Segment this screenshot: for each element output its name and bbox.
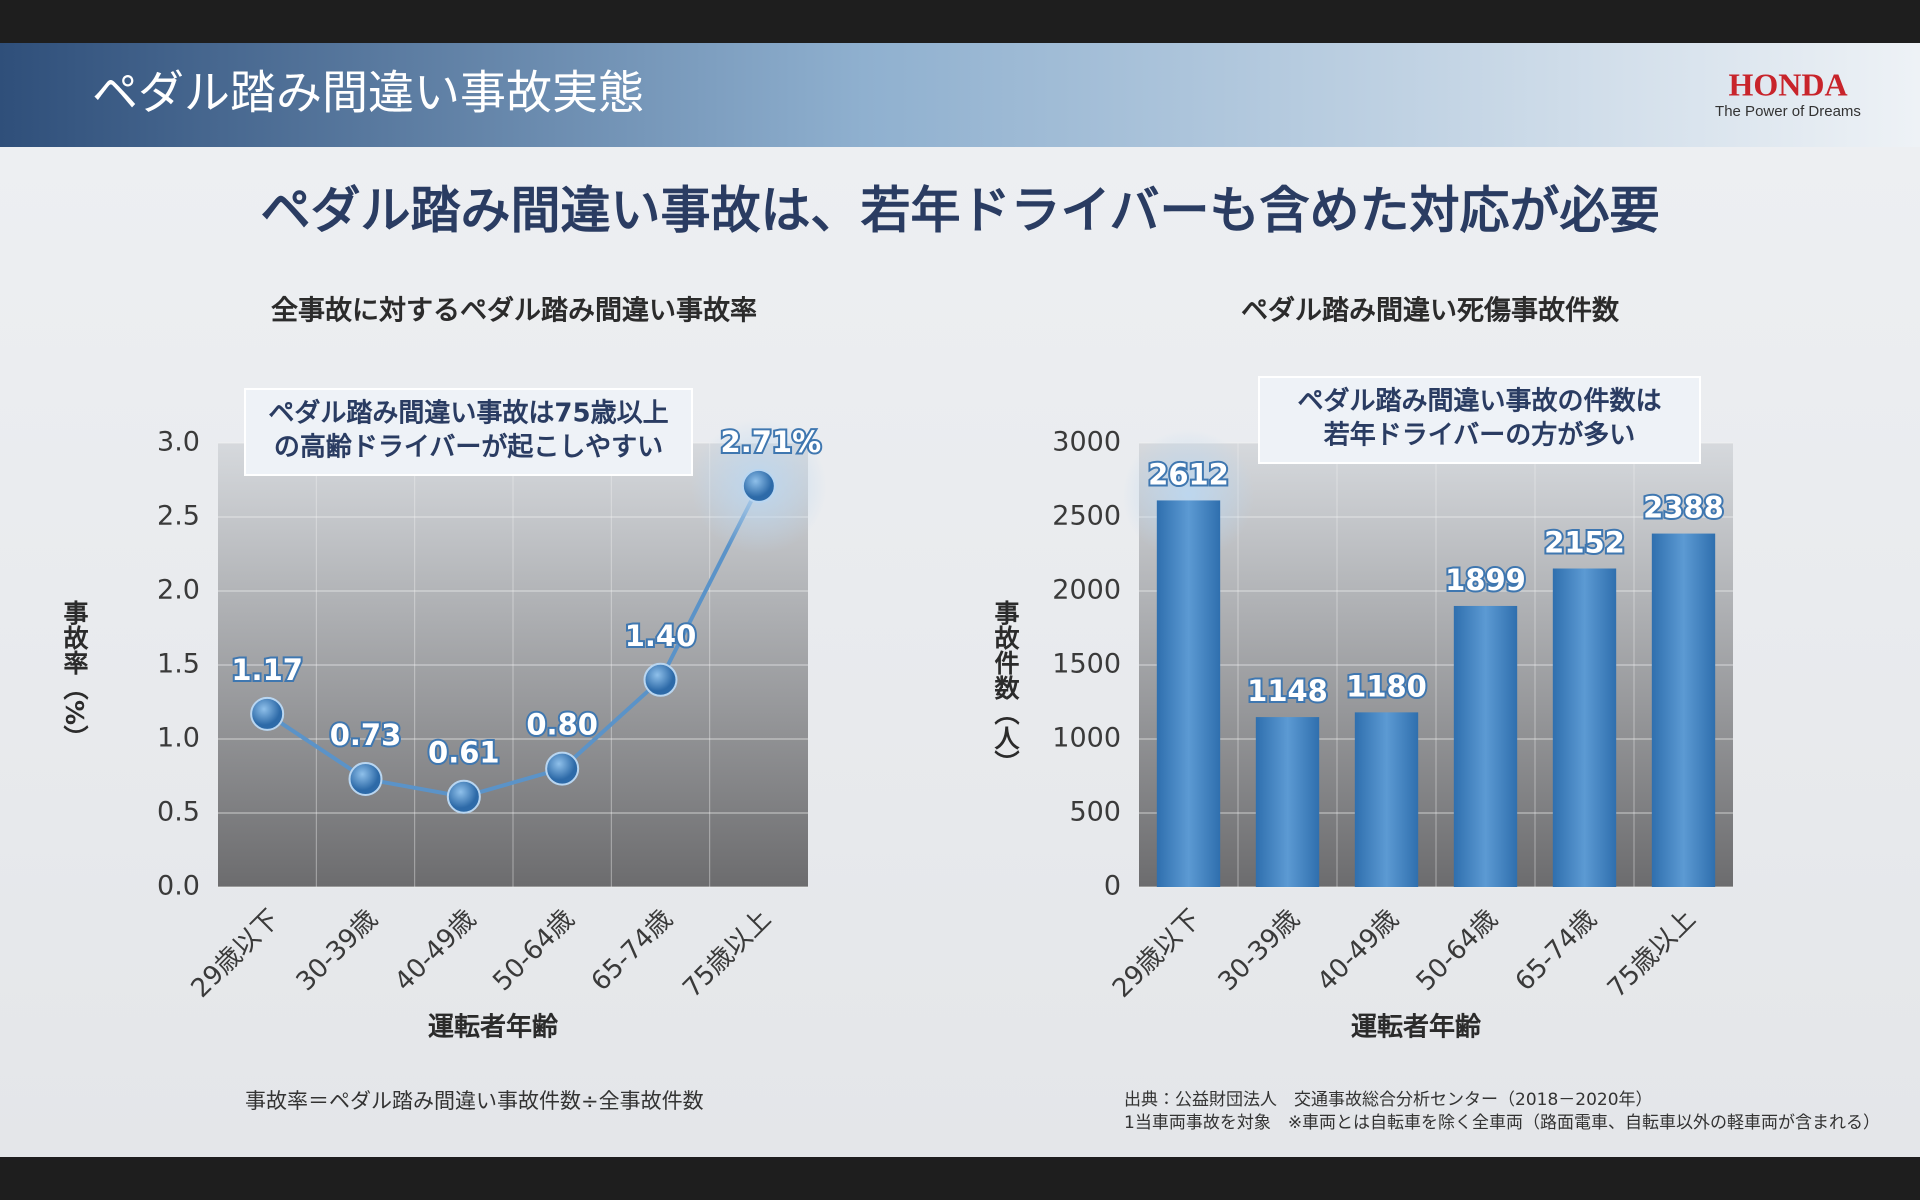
bar: [1156, 500, 1221, 887]
data-label: 1.40: [625, 619, 697, 653]
data-label: 2612: [1148, 457, 1229, 491]
y-tick-label: 1.5: [157, 649, 200, 680]
data-label: 1899: [1445, 563, 1526, 597]
y-tick-label: 3.0: [157, 427, 200, 458]
data-label: 2152: [1544, 526, 1625, 560]
chart-title: ペダル踏み間違い死傷事故件数: [1241, 295, 1619, 327]
source-note: 1当車両事故を対象 ※車両とは自転車を除く全車両（路面電車、自転車以外の軽車両が…: [1124, 1113, 1880, 1133]
y-tick-label: 1.0: [157, 723, 200, 754]
header-band: [0, 43, 1920, 147]
annotation-text: ペダル踏み間違い事故は75歳以上: [268, 398, 668, 429]
data-point: [446, 779, 481, 814]
y-axis-label: 事故率（%）: [60, 600, 89, 750]
bar: [1255, 717, 1320, 887]
annotation-box: [244, 388, 693, 476]
annotation-box: [1258, 376, 1701, 464]
data-label: 2.71%: [721, 425, 822, 459]
y-tick-label: 2.0: [157, 575, 200, 606]
bar: [1651, 533, 1716, 887]
y-tick-label: 0: [1104, 871, 1121, 902]
bar: [1354, 712, 1419, 887]
y-tick-label: 2.5: [157, 501, 200, 532]
y-axis-label: 事故件数（人）: [991, 600, 1021, 775]
data-point: [545, 751, 580, 786]
data-point: [643, 662, 678, 697]
y-tick-label: 1000: [1052, 723, 1121, 754]
annotation-text: 若年ドライバーの方が多い: [1324, 420, 1635, 451]
brand-logo: HONDA: [1728, 66, 1847, 102]
data-line: [266, 485, 761, 799]
data-point: [741, 468, 776, 503]
annotation-text: の高齢ドライバーが起こしやすい: [274, 432, 663, 463]
bar: [1453, 605, 1518, 887]
y-tick-label: 1500: [1052, 649, 1121, 680]
brand-tagline: The Power of Dreams: [1715, 103, 1861, 120]
data-label: 0.61: [428, 736, 500, 770]
data-label: 0.80: [526, 708, 598, 742]
x-axis-label: 運転者年齢: [1351, 1012, 1481, 1043]
formula-note: 事故率＝ペダル踏み間違い事故件数÷全事故件数: [245, 1089, 704, 1113]
data-label: 1.17: [231, 653, 303, 687]
chart-title: 全事故に対するペダル踏み間違い事故率: [271, 295, 757, 327]
bar: [1552, 568, 1617, 887]
data-label: 0.73: [330, 718, 402, 752]
y-tick-label: 2500: [1052, 501, 1121, 532]
header-title: ペダル踏み間違い事故実態: [92, 66, 644, 120]
highlight-glow: [1122, 428, 1255, 561]
y-tick-label: 2000: [1052, 575, 1121, 606]
x-axis-label: 運転者年齢: [428, 1012, 558, 1043]
y-tick-label: 0.0: [157, 871, 200, 902]
data-label: 2388: [1643, 491, 1724, 525]
source-note: 出典：公益財団法人 交通事故総合分析センター（2018－2020年）: [1124, 1090, 1653, 1110]
data-label: 1180: [1346, 669, 1427, 703]
data-point: [348, 761, 383, 796]
headline: ペダル踏み間違い事故は、若年ドライバーも含めた対応が必要: [261, 182, 1660, 240]
y-tick-label: 0.5: [157, 797, 200, 828]
data-label: 1148: [1247, 674, 1328, 708]
y-tick-label: 500: [1069, 797, 1121, 828]
data-point: [250, 696, 285, 731]
annotation-text: ペダル踏み間違い事故の件数は: [1297, 386, 1661, 417]
y-tick-label: 3000: [1052, 427, 1121, 458]
